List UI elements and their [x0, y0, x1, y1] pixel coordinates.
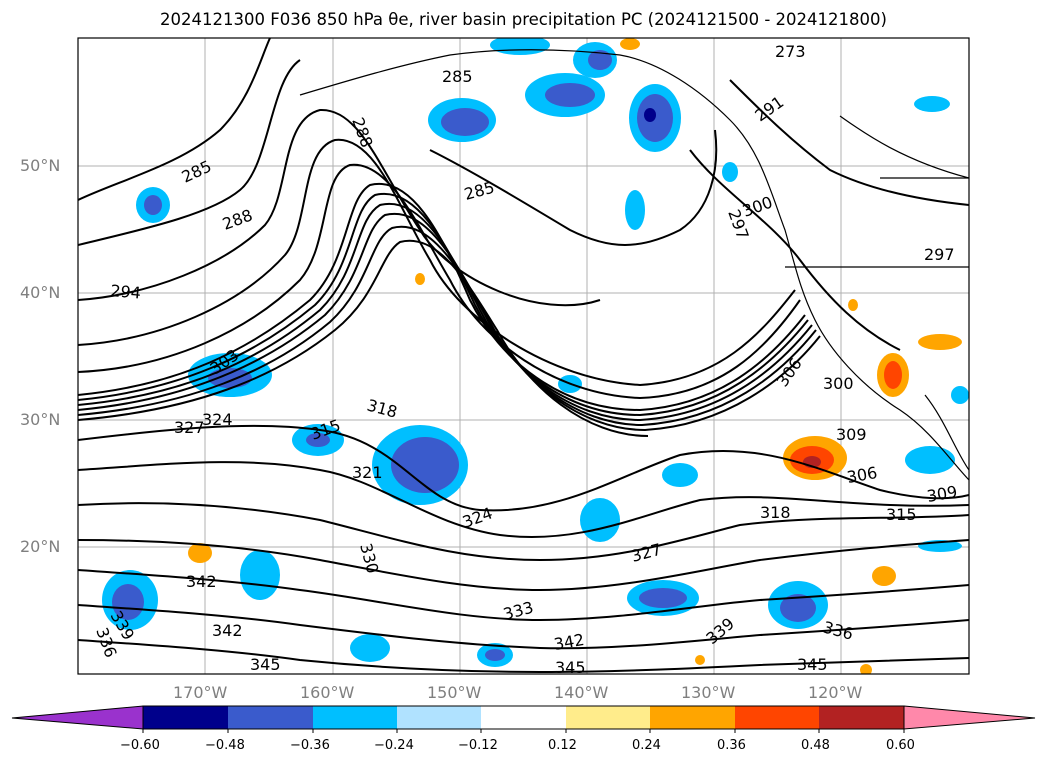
- colorbar-tick-label: −0.48: [205, 738, 245, 753]
- colorbar-bin-1: [143, 706, 228, 729]
- contour-label: 285: [462, 178, 496, 204]
- contour-label: 324: [202, 410, 233, 429]
- contour-label: 306: [845, 463, 878, 487]
- map-frame: [77, 37, 970, 675]
- colorbar-tick-label: 0.12: [548, 738, 577, 753]
- contour-label: 327: [174, 418, 205, 437]
- pc-shading: [102, 38, 969, 674]
- colorbar-tick-label: −0.12: [458, 738, 498, 753]
- contour-label: 345: [250, 655, 281, 674]
- colorbar: [11, 705, 1036, 733]
- colorbar-tick-label: 0.36: [717, 738, 746, 753]
- contour-label: 318: [365, 396, 399, 422]
- contour-label: 345: [797, 655, 828, 674]
- contour-label: 306: [773, 354, 806, 390]
- colorbar-tick-label: −0.24: [374, 738, 414, 753]
- theta-e-contours: [78, 38, 969, 674]
- lon-label: 150°W: [427, 683, 482, 702]
- contour-label: 291: [751, 92, 787, 125]
- colorbar-tick-label: 0.48: [801, 738, 830, 753]
- contour-label: 339: [702, 614, 738, 648]
- colorbar-bin-8: [735, 706, 819, 729]
- contour-label: 321: [352, 463, 383, 482]
- colorbar-tick-label: −0.36: [290, 738, 330, 753]
- colorbar-bin-6: [566, 706, 650, 729]
- contour-label: 342: [212, 621, 243, 640]
- lon-label: 120°W: [808, 683, 863, 702]
- contour-label: 342: [186, 572, 217, 591]
- contour-label: 285: [442, 67, 473, 86]
- gridlines: [78, 38, 969, 674]
- contour-label: 300: [823, 374, 854, 393]
- colorbar-low-extend: [11, 705, 144, 730]
- map-title: 2024121300 F036 850 hPa θe, river basin …: [160, 10, 887, 29]
- lon-label: 170°W: [173, 683, 228, 702]
- coastlines: [299, 49, 969, 481]
- colorbar-bin-5: [481, 706, 566, 729]
- colorbar-bin-4: [397, 706, 481, 729]
- contour-label: 309: [836, 425, 867, 444]
- lat-label: 40°N: [20, 283, 61, 302]
- colorbar-tick-label: 0.24: [632, 738, 661, 753]
- lon-label: 140°W: [554, 683, 609, 702]
- lon-label: 160°W: [300, 683, 355, 702]
- contour-label: 300: [740, 192, 775, 220]
- contour-label: 297: [924, 245, 955, 264]
- lat-label: 20°N: [20, 537, 61, 556]
- colorbar-bin-9: [819, 706, 904, 729]
- contour-label: 318: [760, 503, 791, 522]
- colorbar-high-extend: [903, 705, 1036, 730]
- contour-label: 309: [925, 482, 958, 506]
- contour-label: 345: [555, 658, 586, 677]
- colorbar-tick-label: 0.60: [886, 738, 915, 753]
- lat-label: 50°N: [20, 156, 61, 175]
- colorbar-tick-label: −0.60: [120, 738, 160, 753]
- lat-label: 30°N: [20, 410, 61, 429]
- contour-label: 288: [348, 115, 376, 150]
- contour-label: 327: [629, 540, 663, 566]
- contour-label: 294: [110, 281, 142, 303]
- colorbar-bin-3: [313, 706, 397, 729]
- colorbar-bin-7: [650, 706, 735, 729]
- contour-label: 315: [886, 505, 917, 524]
- contour-label: 330: [356, 541, 382, 575]
- contour-label: 285: [179, 156, 215, 186]
- colorbar-bin-2: [228, 706, 313, 729]
- lon-label: 130°W: [681, 683, 736, 702]
- contour-label: 336: [821, 618, 855, 644]
- contour-label: 273: [775, 42, 806, 61]
- contour-label: 288: [220, 205, 255, 233]
- contour-label: 342: [552, 630, 585, 654]
